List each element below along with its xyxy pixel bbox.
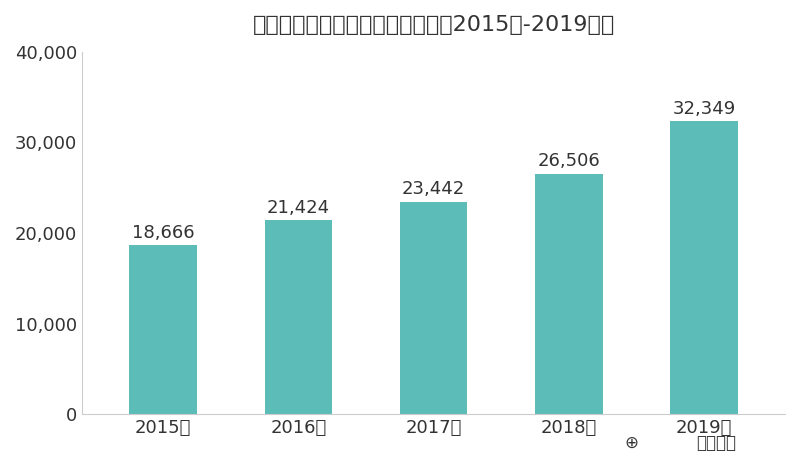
Text: 21,424: 21,424	[267, 199, 330, 217]
Bar	[670, 121, 738, 414]
Text: 26,506: 26,506	[538, 153, 600, 171]
Text: 18,666: 18,666	[132, 224, 194, 242]
Text: 23,442: 23,442	[402, 180, 465, 198]
Bar	[535, 174, 602, 414]
Title: 訪日ポルトガル人観光客数推移（2015年-2019年）: 訪日ポルトガル人観光客数推移（2015年-2019年）	[253, 15, 614, 35]
Text: 訪日ラボ: 訪日ラボ	[696, 434, 736, 452]
Bar	[130, 245, 197, 414]
Text: ⊕: ⊕	[624, 434, 638, 452]
Bar	[265, 220, 332, 414]
Bar	[400, 202, 467, 414]
Text: 32,349: 32,349	[672, 99, 735, 118]
